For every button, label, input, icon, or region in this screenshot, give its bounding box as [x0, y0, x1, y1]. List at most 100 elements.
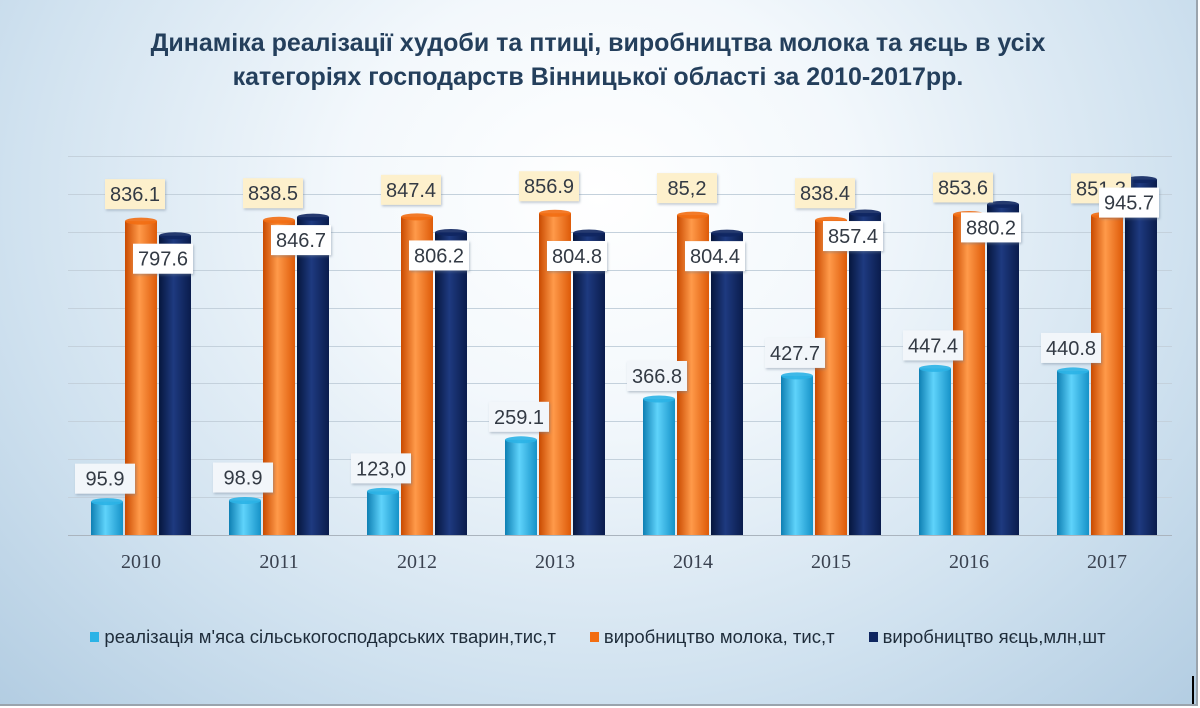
data-label-text: 857.4: [828, 226, 878, 248]
data-label-box: [133, 243, 193, 274]
data-label-box: [75, 463, 135, 494]
legend-label-milk: виробництво молока, тис,т: [603, 626, 835, 647]
bar-cap-eggs-2014: [711, 229, 743, 237]
data-label-eggs-2014: 804.4: [685, 241, 745, 272]
bar-milk-2016: [953, 214, 985, 535]
data-label-text: 806.2: [414, 245, 464, 267]
data-label-text: 259.1: [494, 407, 544, 429]
data-label-meat-2014: 366.8: [627, 360, 687, 391]
data-label-box: [105, 179, 165, 210]
x-tick-label: 2014: [673, 551, 713, 573]
data-labels: 95.9 836.1 797.6 98.9 838.5 846.7 123,0 847.4 80…: [75, 171, 1159, 494]
legend-item-eggs: виробництво яєць,млн,шт: [868, 626, 1106, 648]
data-label-text: 98.9: [224, 468, 263, 490]
data-label-box: [627, 360, 687, 391]
data-label-box: [409, 240, 469, 271]
data-label-meat-2015: 427.7: [765, 337, 825, 368]
x-tick-label: 2010: [121, 551, 161, 573]
legend-label-eggs: виробництво яєць,млн,шт: [882, 626, 1106, 647]
bar-cap-meat-2012: [367, 487, 399, 495]
data-label-box: [933, 172, 993, 203]
bar-cap-milk-2014: [677, 211, 709, 219]
bar-milk-2017: [1091, 215, 1123, 535]
data-label-eggs-2012: 806.2: [409, 240, 469, 271]
data-label-meat-2013: 259.1: [489, 401, 549, 432]
bar-milk-2015: [815, 220, 847, 535]
x-tick-label: 2012: [397, 551, 437, 573]
data-label-eggs-2011: 846.7: [271, 225, 331, 256]
bar-cap-meat-2016: [919, 364, 951, 372]
legend-swatch-meat: [90, 632, 100, 642]
bar-eggs-2013: [573, 232, 605, 535]
bar-meat-2016: [919, 368, 951, 535]
bar-meat-2013: [505, 439, 537, 535]
data-label-text: 838.5: [248, 183, 298, 205]
bar-eggs-2016: [987, 204, 1019, 535]
data-label-text: 366.8: [632, 366, 682, 388]
bar-cap-eggs-2016: [987, 200, 1019, 208]
bar-eggs-2010: [159, 235, 191, 535]
data-label-milk-2010: 836.1: [105, 179, 165, 210]
x-axis-ticks: 2010 2011 2012 2013 2014 2015 2016 2017: [121, 551, 1127, 573]
bar-eggs-2014: [711, 233, 743, 536]
data-label-eggs-2013: 804.8: [547, 240, 607, 271]
data-label-box: [961, 212, 1021, 243]
bar-meat-2011: [229, 500, 261, 535]
data-label-box: [765, 337, 825, 368]
bar-cap-meat-2013: [505, 436, 537, 444]
legend-swatch-milk: [589, 632, 599, 642]
bar-cap-milk-2010: [125, 217, 157, 225]
data-label-box: [1041, 332, 1101, 363]
data-label-eggs-2017: 945.7: [1099, 187, 1159, 218]
bar-cap-eggs-2010: [159, 232, 191, 240]
legend-item-meat: реалізація м'яса сільськогосподарських т…: [90, 626, 556, 648]
data-label-box: [271, 225, 331, 256]
bar-eggs-2015: [849, 213, 881, 535]
x-tick-label: 2011: [259, 551, 298, 573]
data-label-text: 945.7: [1104, 193, 1154, 215]
bar-meat-2014: [643, 398, 675, 535]
data-label-text: 95.9: [86, 469, 125, 491]
bar-cap-milk-2013: [539, 209, 571, 217]
corner-mark: [1192, 676, 1194, 704]
data-label-text: 853.6: [938, 177, 988, 199]
bar-cap-eggs-2017: [1125, 176, 1157, 184]
bar-eggs-2017: [1125, 179, 1157, 535]
bar-cap-meat-2011: [229, 497, 261, 505]
bar-cap-milk-2012: [401, 213, 433, 221]
data-label-box: [547, 240, 607, 271]
bar-cap-meat-2010: [91, 498, 123, 506]
data-label-box: [381, 174, 441, 205]
bar-cap-eggs-2013: [573, 229, 605, 237]
data-label-meat-2010: 95.9: [75, 463, 135, 494]
data-label-text: 838.4: [800, 183, 850, 205]
data-label-text: 797.6: [138, 249, 188, 271]
bar-meat-2012: [367, 491, 399, 535]
bar-cap-eggs-2012: [435, 228, 467, 236]
bar-eggs-2012: [435, 232, 467, 535]
data-label-eggs-2010: 797.6: [133, 243, 193, 274]
bar-eggs-2011: [297, 217, 329, 535]
bar-cap-eggs-2015: [849, 209, 881, 217]
data-label-text: 440.8: [1046, 338, 1096, 360]
data-label-box: [657, 173, 717, 204]
x-tick-label: 2013: [535, 551, 575, 573]
data-label-text: 846.7: [276, 230, 326, 252]
chart-title-line-2: категоріях господарств Вінницької област…: [232, 63, 964, 91]
data-label-milk-2015: 838.4: [795, 178, 855, 209]
data-label-milk-2014: 85,2: [657, 173, 717, 204]
x-tick-label: 2017: [1087, 551, 1127, 573]
data-label-text: 427.7: [770, 343, 820, 365]
data-label-text: 856.9: [524, 176, 574, 198]
bar-meat-2017: [1057, 370, 1089, 535]
bar-meat-2015: [781, 375, 813, 535]
data-label-box: [519, 171, 579, 202]
data-label-meat-2011: 98.9: [213, 462, 273, 493]
data-label-text: 804.8: [552, 246, 602, 268]
data-label-box: [351, 453, 411, 484]
bar-cap-milk-2011: [263, 216, 295, 224]
data-label-box: [243, 178, 303, 209]
legend-label-meat: реалізація м'яса сільськогосподарських т…: [104, 626, 556, 647]
data-label-milk-2011: 838.5: [243, 178, 303, 209]
